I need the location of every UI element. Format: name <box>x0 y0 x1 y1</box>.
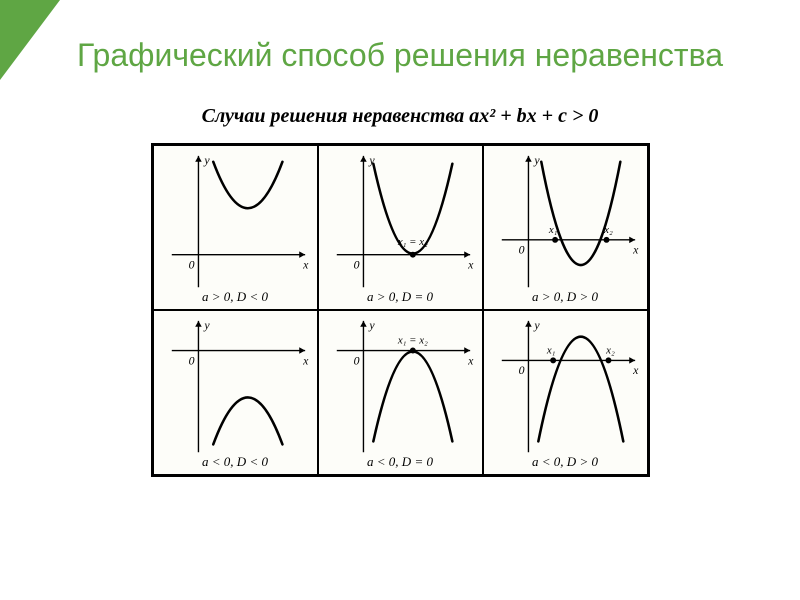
svg-text:x: x <box>632 363 639 377</box>
chart-cell: y x 0 x₁ = x₂ a > 0, D = 0 <box>318 145 483 310</box>
chart-cell: y x 0 a < 0, D < 0 <box>153 310 318 475</box>
chart-cell: y x 0 x₁x₂ a > 0, D > 0 <box>483 145 648 310</box>
slide-corner-accent <box>0 0 60 80</box>
svg-text:y: y <box>203 318 210 332</box>
svg-text:x: x <box>467 257 474 271</box>
parabola-plot: y x 0 x₁ = x₂ <box>319 311 482 474</box>
chart-caption: a < 0, D > 0 <box>484 454 647 470</box>
slide-title: Графический способ решения неравенства <box>0 0 800 95</box>
svg-text:x: x <box>467 353 474 367</box>
chart-cell: y x 0 a > 0, D < 0 <box>153 145 318 310</box>
chart-grid-wrap: y x 0 a > 0, D < 0 y x 0 x₁ = x₂ a > 0, … <box>0 143 800 477</box>
svg-text:x₁: x₁ <box>545 344 555 356</box>
svg-text:y: y <box>368 318 375 332</box>
chart-caption: a < 0, D < 0 <box>154 454 317 470</box>
svg-text:x₁ = x₂: x₁ = x₂ <box>396 335 427 347</box>
parabola-plot: y x 0 x₁ = x₂ <box>319 146 482 309</box>
svg-text:x₂: x₂ <box>605 344 615 356</box>
parabola-plot: y x 0 <box>154 146 317 309</box>
chart-caption: a > 0, D = 0 <box>319 289 482 305</box>
slide-subtitle: Случаи решения неравенства ax² + bx + c … <box>0 95 800 143</box>
parabola-plot: y x 0 <box>154 311 317 474</box>
svg-text:0: 0 <box>353 353 359 367</box>
svg-text:x: x <box>632 243 639 257</box>
chart-caption: a > 0, D < 0 <box>154 289 317 305</box>
svg-text:0: 0 <box>518 363 524 377</box>
parabola-plot: y x 0 x₁x₂ <box>484 146 647 309</box>
svg-text:y: y <box>533 318 540 332</box>
parabola-plot: y x 0 x₁ x₂ <box>484 311 647 474</box>
svg-text:x: x <box>302 353 309 367</box>
chart-cell: y x 0 x₁ = x₂ a < 0, D = 0 <box>318 310 483 475</box>
chart-grid: y x 0 a > 0, D < 0 y x 0 x₁ = x₂ a > 0, … <box>151 143 650 477</box>
svg-text:0: 0 <box>188 257 194 271</box>
svg-text:0: 0 <box>518 243 524 257</box>
svg-text:y: y <box>203 153 210 167</box>
svg-text:0: 0 <box>188 353 194 367</box>
chart-caption: a > 0, D > 0 <box>484 289 647 305</box>
svg-text:0: 0 <box>353 257 359 271</box>
chart-caption: a < 0, D = 0 <box>319 454 482 470</box>
svg-text:x: x <box>302 257 309 271</box>
chart-cell: y x 0 x₁ x₂ a < 0, D > 0 <box>483 310 648 475</box>
svg-text:y: y <box>533 153 540 167</box>
